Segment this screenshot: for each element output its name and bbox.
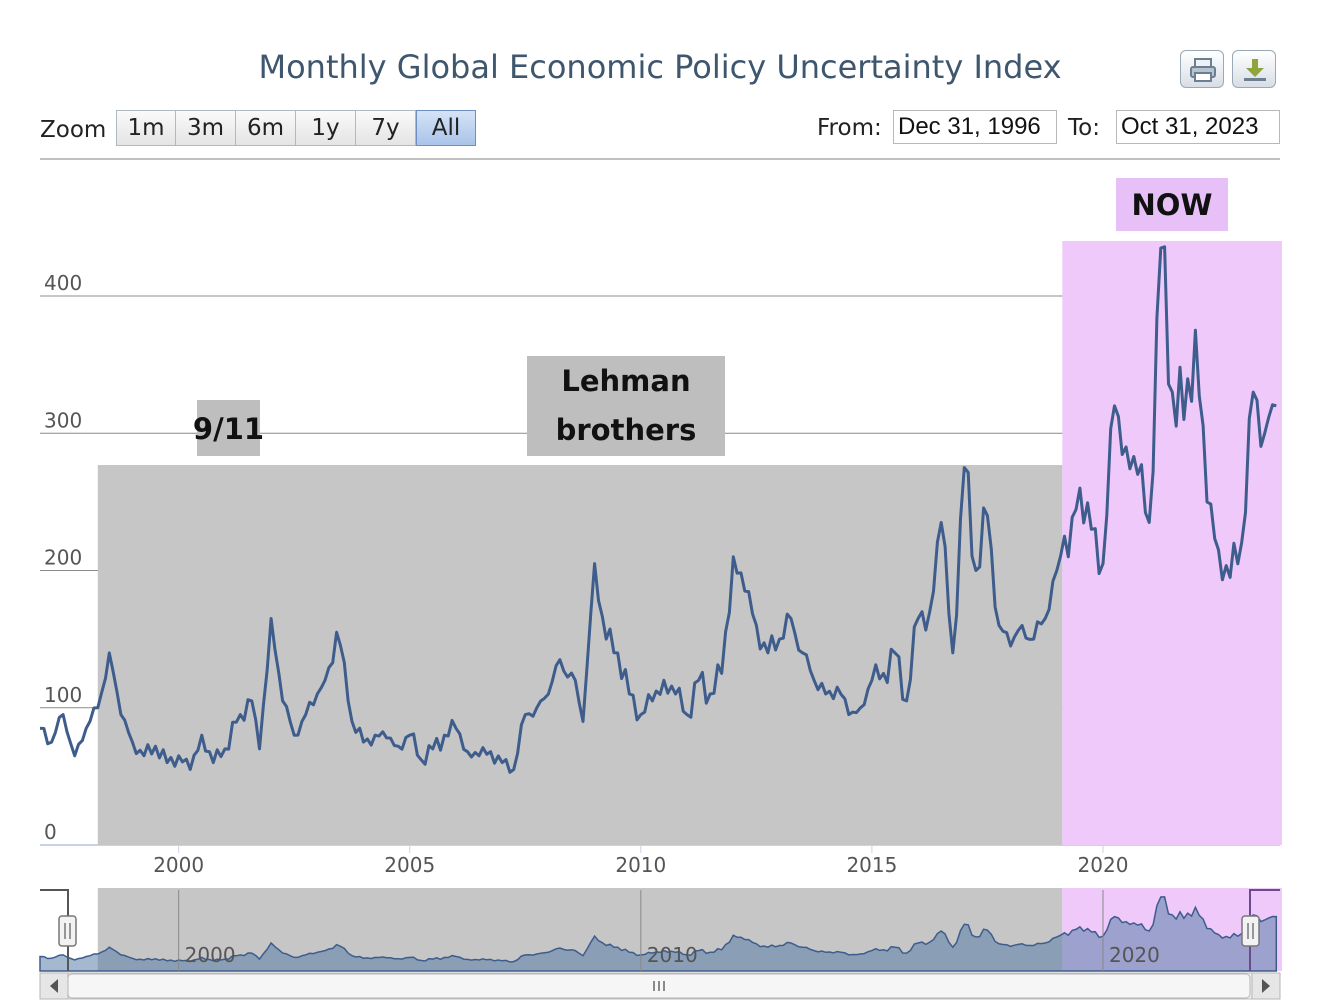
y-tick-label: 0 xyxy=(44,820,57,844)
annotation-lehman-box xyxy=(527,356,725,456)
now-band xyxy=(1062,241,1282,845)
zoom-label: Zoom xyxy=(40,117,107,143)
annotation-lehman-label: brothers xyxy=(556,413,697,447)
navigator-tick-label: 2000 xyxy=(185,943,236,967)
annotation-9-11-box xyxy=(197,400,260,456)
annotation-now-box xyxy=(1116,178,1228,231)
download-icon xyxy=(1244,59,1266,81)
series-layer xyxy=(39,245,1277,774)
annotation-now-label: NOW xyxy=(1132,188,1213,222)
from-date-input[interactable]: Dec 31, 1996 xyxy=(893,110,1057,144)
annotation-layer: 9/11 Lehman brothers NOW xyxy=(193,178,1228,456)
navigator-left-handle-grip[interactable] xyxy=(58,915,77,947)
y-tick-label: 100 xyxy=(44,683,82,707)
print-button[interactable] xyxy=(1180,50,1224,88)
arrow-right-icon xyxy=(1262,979,1270,993)
scrollbar[interactable] xyxy=(39,972,1281,1000)
annotation-9-11-label: 9/11 xyxy=(193,412,264,446)
navigator[interactable]: 2000 2010 2020 xyxy=(39,888,1282,972)
gray-band xyxy=(97,465,1063,845)
band-layer xyxy=(97,241,1282,845)
y-tick-label: 200 xyxy=(44,546,82,570)
zoom-7y-button[interactable]: 7y xyxy=(356,110,416,146)
x-tick-label: 2010 xyxy=(615,853,666,877)
zoom-all-button[interactable]: All xyxy=(416,110,476,146)
zoom-3m-button[interactable]: 3m xyxy=(176,110,236,146)
navigator-left-handle[interactable] xyxy=(58,915,77,947)
y-axis: 0 100 200 300 400 xyxy=(44,271,82,844)
x-tick-label: 2005 xyxy=(384,853,435,877)
annotation-lehman-label: Lehman xyxy=(561,364,690,398)
navigator-tick-label: 2020 xyxy=(1109,943,1160,967)
y-tick-label: 300 xyxy=(44,408,82,432)
y-tick-label: 400 xyxy=(44,271,82,295)
zoom-6m-button[interactable]: 6m xyxy=(236,110,296,146)
printer-icon xyxy=(1190,58,1216,82)
arrow-left-icon xyxy=(50,979,58,993)
chart-title: Monthly Global Economic Policy Uncertain… xyxy=(258,48,1062,86)
navigator-right-handle-grip[interactable] xyxy=(1241,915,1260,947)
x-tick-label: 2000 xyxy=(153,853,204,877)
series-line-global-epu xyxy=(39,245,1277,774)
navigator-right-handle[interactable] xyxy=(1241,915,1260,947)
navigator-series-area xyxy=(39,896,1278,972)
to-label: To: xyxy=(1068,115,1100,141)
navigator-tick-label: 2010 xyxy=(647,943,698,967)
zoom-1m-button[interactable]: 1m xyxy=(116,110,176,146)
x-tick-label: 2015 xyxy=(846,853,897,877)
download-button[interactable] xyxy=(1232,50,1276,88)
from-label: From: xyxy=(817,115,882,141)
x-axis: 2000 2005 2010 2015 2020 xyxy=(153,845,1128,877)
to-date-input[interactable]: Oct 31, 2023 xyxy=(1116,110,1280,144)
zoom-button-group: 1m 3m 6m 1y 7y All xyxy=(116,110,476,146)
x-tick-label: 2020 xyxy=(1078,853,1129,877)
zoom-1y-button[interactable]: 1y xyxy=(296,110,356,146)
